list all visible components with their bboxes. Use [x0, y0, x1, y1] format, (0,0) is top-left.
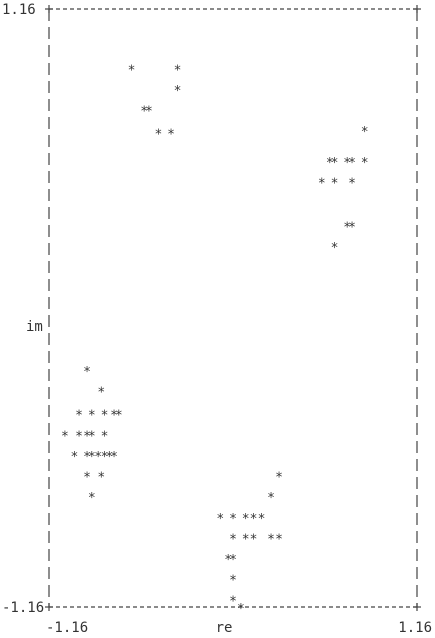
- data-point-8: *: [326, 156, 334, 171]
- data-point-44: *: [229, 512, 237, 527]
- data-point-11: *: [348, 156, 356, 171]
- data-point-36: *: [105, 450, 113, 465]
- data-point-10: *: [343, 156, 351, 171]
- data-point-50: *: [250, 532, 258, 547]
- x-tick-label-right: 1.16: [398, 620, 432, 636]
- data-point-43: *: [216, 512, 224, 527]
- data-point-56: *: [229, 594, 237, 609]
- data-point-37: *: [110, 450, 118, 465]
- data-point-6: *: [167, 128, 175, 143]
- data-point-55: *: [229, 574, 237, 589]
- data-point-38: *: [83, 471, 91, 486]
- data-point-2: *: [174, 84, 182, 99]
- data-point-28: *: [83, 429, 91, 444]
- data-point-1: *: [174, 63, 182, 78]
- data-point-22: *: [88, 409, 96, 424]
- y-tick-label-bottom: -1.16: [2, 600, 44, 616]
- data-point-45: *: [242, 512, 250, 527]
- data-point-46: *: [250, 512, 258, 527]
- data-point-34: *: [94, 450, 102, 465]
- data-point-49: *: [242, 532, 250, 547]
- data-point-24: *: [110, 409, 118, 424]
- data-point-5: *: [154, 128, 162, 143]
- data-point-52: *: [275, 532, 283, 547]
- x-tick-label-left: -1.16: [46, 620, 88, 636]
- y-axis-label: im: [26, 319, 43, 335]
- data-points: * ***** * *** ** ** * ******* * * *** * ** ** ******* *…: [61, 63, 369, 617]
- data-point-33: *: [88, 450, 96, 465]
- data-point-25: *: [115, 409, 123, 424]
- data-point-53: *: [224, 553, 232, 568]
- data-point-20: *: [97, 386, 105, 401]
- data-point-27: *: [75, 429, 83, 444]
- data-point-35: *: [101, 450, 109, 465]
- data-point-26: *: [61, 429, 69, 444]
- data-point-32: *: [83, 450, 91, 465]
- plot-frame: [45, 5, 421, 611]
- data-point-0: *: [128, 63, 136, 78]
- data-point-51: *: [267, 532, 275, 547]
- data-point-23: *: [101, 409, 109, 424]
- y-tick-label-top: 1.16: [2, 2, 36, 18]
- data-point-9: *: [331, 156, 339, 171]
- data-point-15: *: [348, 177, 356, 192]
- data-point-31: *: [70, 450, 78, 465]
- data-point-3: *: [140, 105, 148, 120]
- data-point-30: *: [101, 429, 109, 444]
- data-point-47: *: [258, 512, 266, 527]
- data-point-7: *: [361, 125, 369, 140]
- data-point-12: *: [361, 156, 369, 171]
- data-point-40: *: [88, 491, 96, 506]
- data-point-42: *: [267, 491, 275, 506]
- data-point-13: *: [318, 177, 326, 192]
- data-point-48: *: [229, 532, 237, 547]
- x-axis-label: re: [216, 620, 233, 636]
- data-point-19: *: [83, 365, 91, 380]
- data-point-4: *: [145, 105, 153, 120]
- data-point-29: *: [88, 429, 96, 444]
- data-point-39: *: [97, 471, 105, 486]
- data-point-18: *: [331, 241, 339, 256]
- data-point-41: *: [275, 471, 283, 486]
- data-point-16: *: [343, 221, 351, 236]
- data-point-17: *: [348, 221, 356, 236]
- data-point-57: *: [237, 602, 245, 617]
- data-point-14: *: [331, 177, 339, 192]
- data-point-54: *: [229, 553, 237, 568]
- data-point-21: *: [75, 409, 83, 424]
